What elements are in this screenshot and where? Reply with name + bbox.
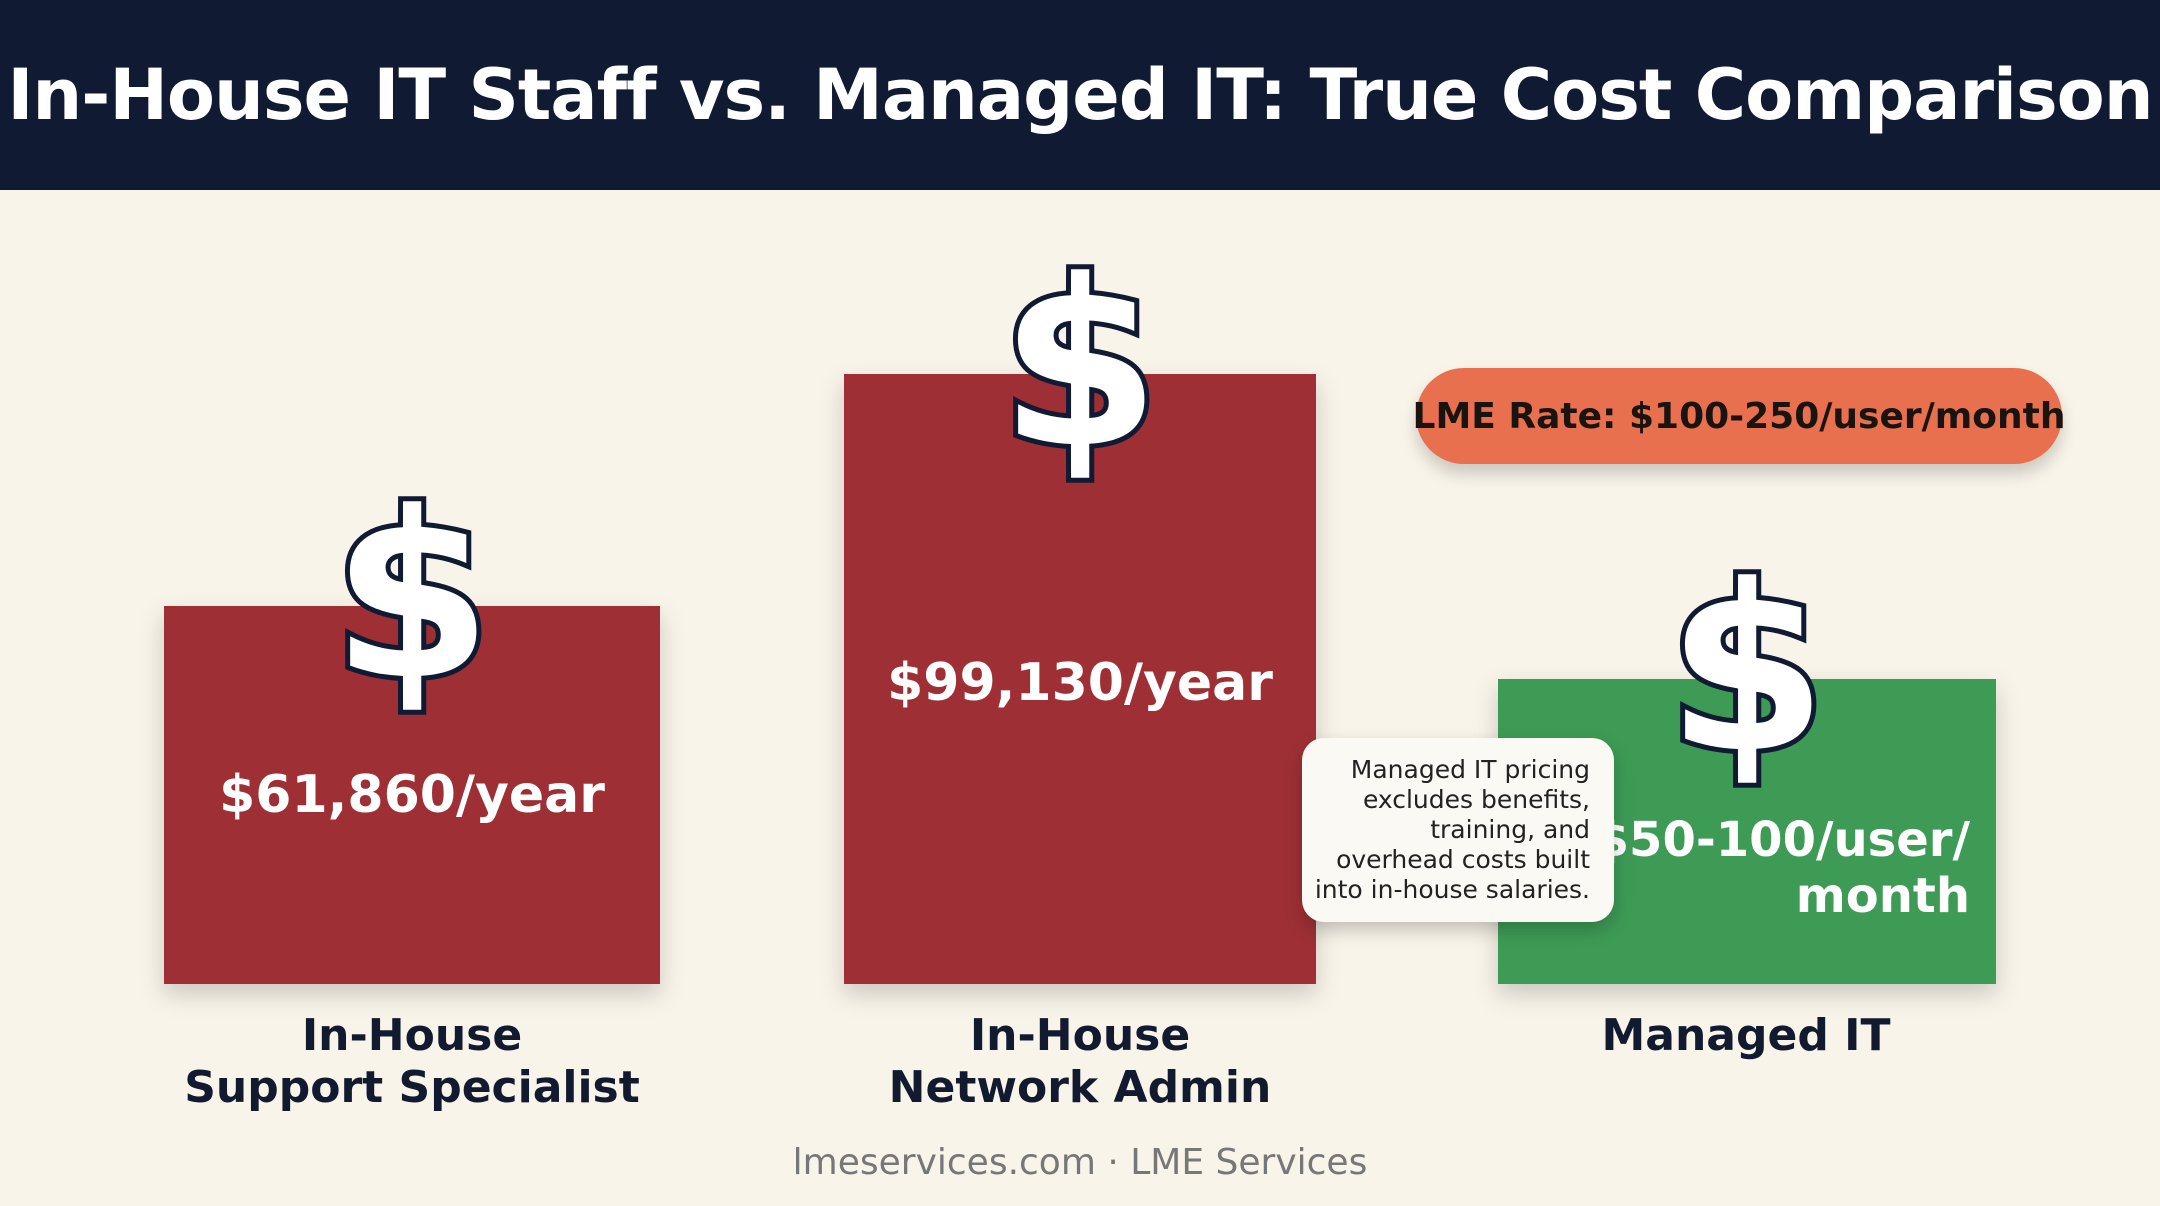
rate-pill: LME Rate: $100-250/user/month: [1413, 368, 2066, 464]
category-label: Managed IT: [1601, 1010, 1890, 1061]
dollar-sign-icon: $: [332, 464, 492, 731]
category-label: Network Admin: [889, 1062, 1272, 1113]
category-label: In-House: [302, 1010, 522, 1061]
rate-pill-text: LME Rate: $100-250/user/month: [1412, 395, 2066, 437]
bar-value-label: $99,130/year: [887, 653, 1273, 713]
category-label: In-House: [970, 1010, 1190, 1061]
pricing-note: Managed IT pricing excludes benefits, tr…: [1302, 738, 1614, 922]
bar-1: [164, 606, 660, 984]
pricing-note-text: Managed IT pricing excludes benefits, tr…: [1314, 755, 1590, 904]
bar-value-label: month: [1796, 868, 1970, 924]
header-banner: In-House IT Staff vs. Managed IT: True C…: [0, 0, 2160, 190]
page-title: In-House IT Staff vs. Managed IT: True C…: [7, 54, 2153, 136]
bar-value-label: $61,860/year: [219, 765, 605, 825]
footer-credit: lmeservices.com · LME Services: [792, 1142, 1368, 1183]
dollar-sign-icon: $: [1667, 537, 1827, 804]
dollar-sign-icon: $: [1000, 232, 1160, 499]
category-label: Support Specialist: [184, 1062, 640, 1113]
bar-value-label: $50-100/user/: [1596, 812, 1971, 868]
bar-2: [844, 374, 1316, 984]
